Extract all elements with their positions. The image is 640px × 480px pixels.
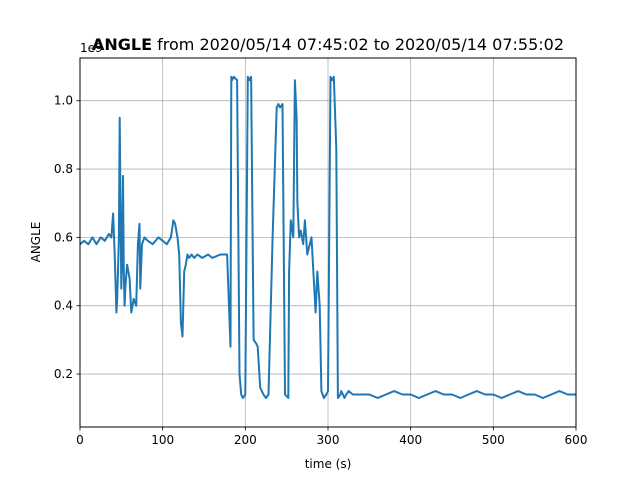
y-tick-label: 1.0 xyxy=(54,94,73,108)
x-tick-label: 200 xyxy=(234,433,257,447)
x-axis-label: time (s) xyxy=(305,457,352,471)
y-tick-label: 0.8 xyxy=(54,162,73,176)
y-tick-label: 0.4 xyxy=(54,299,73,313)
chart-title-bold: ANGLE xyxy=(92,35,152,54)
plot-area xyxy=(79,75,576,399)
x-tick-label: 300 xyxy=(317,433,340,447)
y-axis-label: ANGLE xyxy=(29,222,43,263)
x-tick-label: 400 xyxy=(399,433,422,447)
x-tick-label: 100 xyxy=(151,433,174,447)
plot-frame xyxy=(79,57,577,428)
x-tick-label: 600 xyxy=(565,433,588,447)
axis-ticks: 0 100 200 300 400 500 600 0.2 0.4 0.6 0.8 1.0 xyxy=(54,94,588,447)
x-tick-label: 500 xyxy=(482,433,505,447)
y-tick-label: 0.6 xyxy=(54,230,73,244)
chart-title: ANGLE from 2020/05/14 07:45:02 to 2020/0… xyxy=(92,35,564,54)
y-tick-label: 0.2 xyxy=(54,367,73,381)
angle-series-line xyxy=(79,75,576,399)
chart-title-rest: from 2020/05/14 07:45:02 to 2020/05/14 0… xyxy=(152,35,564,54)
x-tick-label: 0 xyxy=(76,433,84,447)
y-offset-text: 1e9 xyxy=(80,41,103,55)
